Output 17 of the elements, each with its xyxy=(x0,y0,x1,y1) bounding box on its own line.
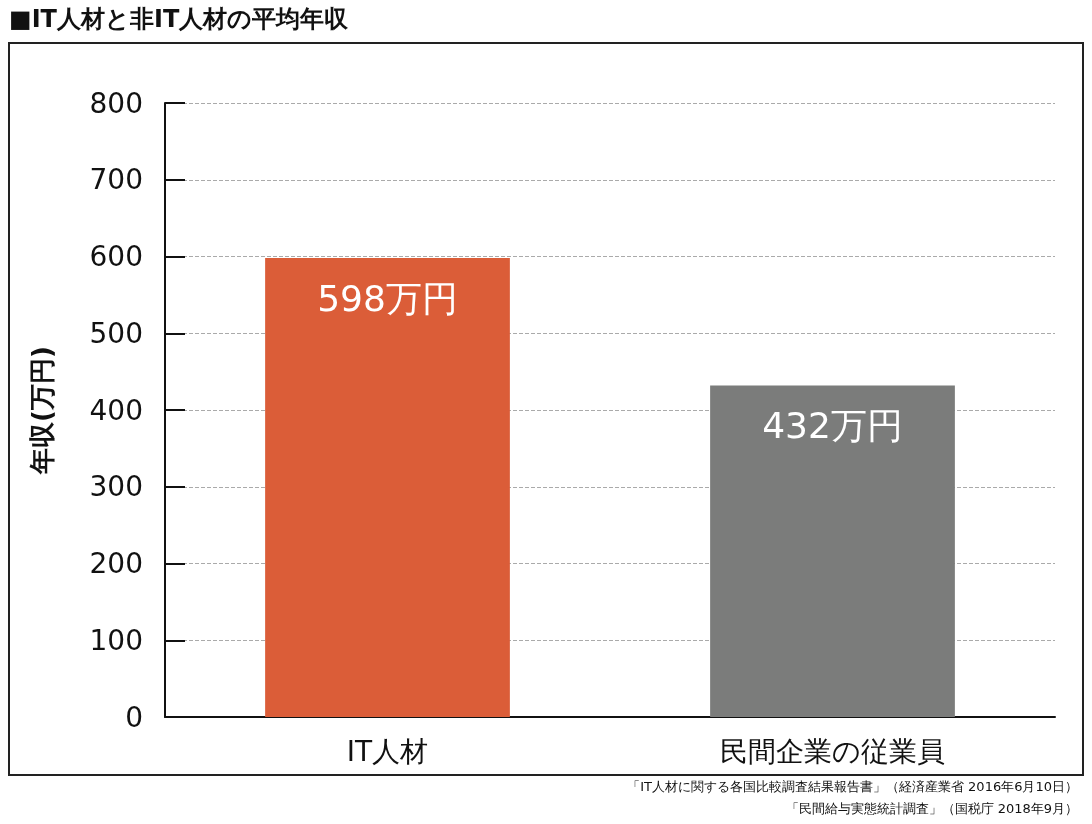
y-axis-title: 年収(万円) xyxy=(27,346,57,475)
y-tick-label: 700 xyxy=(89,163,143,197)
y-tick-label: 800 xyxy=(89,86,143,120)
chart-title: ■IT人材と非IT人材の平均年収 xyxy=(9,5,350,33)
y-tick-label: 600 xyxy=(89,240,143,273)
y-tick-label: 500 xyxy=(89,316,143,350)
data-label: 432万円 xyxy=(762,404,903,446)
y-tick-label: 200 xyxy=(89,547,143,580)
y-tick-label: 400 xyxy=(89,393,143,427)
text: 「IT人材に関する各国比較調査結果報告書」（経済産業省 2016年6月10日） xyxy=(627,779,1079,794)
y-tick-label: 300 xyxy=(89,470,143,504)
y-tick-label: 0 xyxy=(125,700,143,734)
x-tick-label: 民間企業の従業員 xyxy=(720,734,945,768)
x-tick-label: IT人材 xyxy=(346,734,429,768)
y-tick-label: 100 xyxy=(89,623,143,657)
text: 「民間給与実態統計調査」（国税庁 2018年9月） xyxy=(785,801,1079,816)
data-label: 598万円 xyxy=(317,277,458,319)
